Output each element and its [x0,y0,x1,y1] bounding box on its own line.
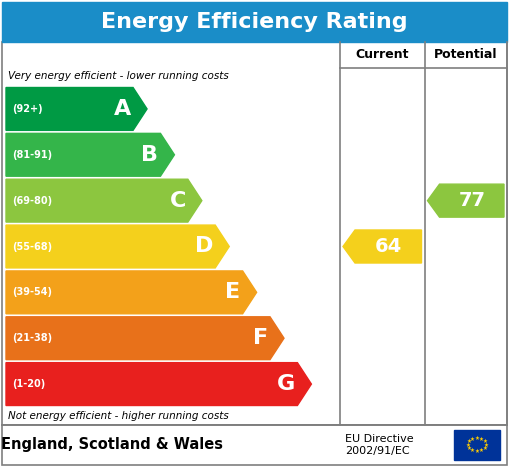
Text: C: C [169,191,186,211]
Text: 64: 64 [375,237,402,256]
Text: A: A [114,99,131,119]
Text: D: D [195,236,213,256]
Text: E: E [225,283,241,302]
Text: (81-91): (81-91) [12,150,52,160]
Text: ★: ★ [474,436,479,441]
Text: ★: ★ [483,439,487,444]
Text: ★: ★ [479,448,484,453]
Polygon shape [343,230,421,263]
Polygon shape [6,317,284,360]
Text: England, Scotland & Wales: England, Scotland & Wales [1,438,223,453]
Text: EU Directive
2002/91/EC: EU Directive 2002/91/EC [345,434,414,456]
Text: Energy Efficiency Rating: Energy Efficiency Rating [101,12,408,32]
Text: ★: ★ [470,448,475,453]
Polygon shape [6,179,202,222]
Text: B: B [142,145,158,165]
Text: ★: ★ [474,449,479,454]
Polygon shape [6,225,229,268]
Text: ★: ★ [484,443,489,447]
Polygon shape [6,134,175,176]
Text: 77: 77 [458,191,485,210]
Text: Potential: Potential [434,49,497,62]
Polygon shape [428,184,504,217]
Text: ★: ★ [479,437,484,442]
Polygon shape [6,87,147,130]
Text: ★: ★ [470,437,475,442]
Polygon shape [6,271,257,314]
Text: (55-68): (55-68) [12,241,52,252]
Text: Not energy efficient - higher running costs: Not energy efficient - higher running co… [8,411,229,421]
Text: Current: Current [355,49,409,62]
Text: (21-38): (21-38) [12,333,52,343]
Text: G: G [277,374,295,394]
Bar [454,430,500,460]
Text: (92+): (92+) [12,104,43,114]
Bar [2,42,507,425]
Bar [2,425,507,465]
Text: (39-54): (39-54) [12,287,52,297]
Text: ★: ★ [483,446,487,451]
Text: F: F [253,328,268,348]
Polygon shape [6,363,312,405]
Text: ★: ★ [467,446,472,451]
Text: Very energy efficient - lower running costs: Very energy efficient - lower running co… [8,71,229,81]
Text: (1-20): (1-20) [12,379,45,389]
Bar [2,2,507,42]
Text: ★: ★ [466,443,470,447]
Text: ★: ★ [467,439,472,444]
Text: (69-80): (69-80) [12,196,52,205]
